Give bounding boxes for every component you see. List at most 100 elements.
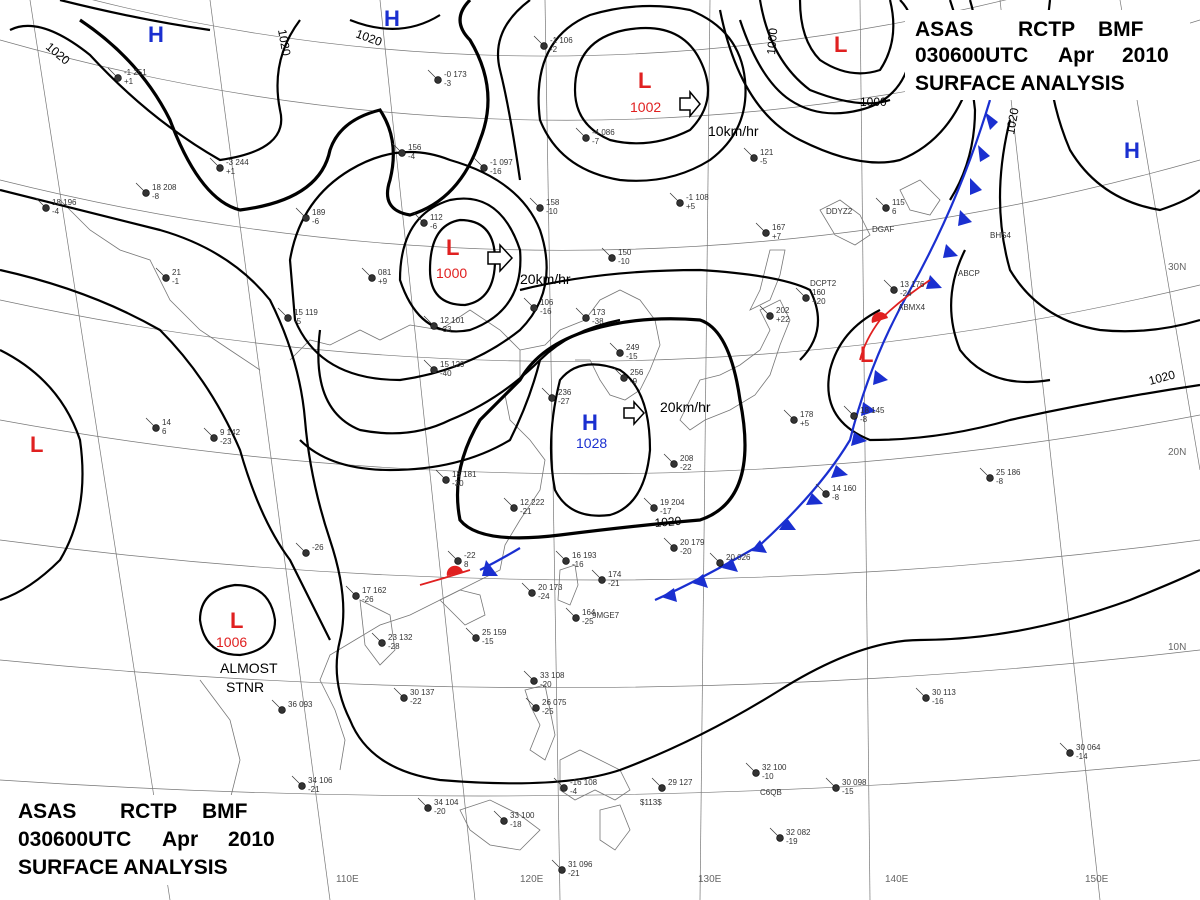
station-value: -10: [546, 207, 558, 216]
longitude-label: 140E: [885, 874, 909, 885]
station-value: 12 222: [520, 498, 545, 507]
station-value: 18 208: [152, 183, 177, 192]
station-value: -18: [510, 820, 522, 829]
wind-barb: [743, 147, 755, 159]
header-year: 2010: [228, 828, 275, 851]
station-value: -38: [592, 317, 604, 326]
header-top-right: ASAS RCTP BMF 030600UTC Apr 2010 SURFACE…: [905, 10, 1190, 100]
station-value: 23 132: [388, 633, 413, 642]
ship-station-id: 9MGE7: [592, 611, 620, 620]
station-value: 30 098: [842, 778, 867, 787]
station-value: -27: [558, 397, 570, 406]
wind-barb: [575, 307, 587, 319]
header-month: Apr: [1058, 44, 1094, 67]
high-pressure-label: H: [1124, 138, 1140, 163]
station-value: 32 100: [762, 763, 787, 772]
isobar-label: 1020: [354, 27, 384, 49]
station-value: -26: [362, 595, 374, 604]
ship-station-id: ABMX4: [898, 303, 926, 312]
header-station: RCTP: [1018, 18, 1075, 41]
wind-barb: [277, 307, 289, 319]
longitude-label: 150E: [1085, 874, 1109, 885]
low-pressure-label: L: [860, 342, 873, 367]
station-value: -10: [762, 772, 774, 781]
station-value: 12 101: [440, 316, 465, 325]
station-value: 18 145: [860, 406, 885, 415]
station-value: 208: [680, 454, 694, 463]
ship-station-id: DDYZ2: [826, 207, 853, 216]
station-value: 26 075: [542, 698, 567, 707]
wind-barb: [555, 550, 567, 562]
station-value: 106: [540, 298, 554, 307]
station-value: 31 096: [568, 860, 593, 869]
latitude-label: 10N: [1168, 642, 1186, 653]
station-value: 30 064: [1076, 743, 1101, 752]
wind-barb: [551, 859, 563, 871]
wind-barb: [465, 627, 477, 639]
wind-barb: [523, 297, 535, 309]
header-month: Apr: [162, 828, 198, 851]
isobar-label: 1000: [860, 95, 887, 109]
station-value: 249: [626, 343, 640, 352]
station-value: 173: [592, 308, 606, 317]
station-value: -15: [482, 637, 494, 646]
station-value: 6: [892, 207, 897, 216]
wind-barb: [493, 810, 505, 822]
wind-barb: [427, 69, 439, 81]
station-value: 34 104: [434, 798, 459, 807]
header-year: 2010: [1122, 44, 1169, 67]
wind-barb: [591, 569, 603, 581]
station-value: -33: [440, 325, 452, 334]
station-value: -20: [434, 807, 446, 816]
station-data-text: -1 251+1-0 173-3-3 244+118 196-418 208-8…: [52, 36, 1101, 878]
station-value: +1: [124, 77, 134, 86]
motion-arrows: [487, 89, 701, 426]
ship-station-id: C6QB: [760, 788, 782, 797]
wind-barb: [203, 427, 215, 439]
wind-barb: [371, 632, 383, 644]
longitude-label: 120E: [520, 874, 544, 885]
low-pressure-value: 1006: [216, 634, 247, 650]
low-pressure-label: L: [834, 32, 847, 57]
station-value: -30: [452, 479, 464, 488]
station-value: -24: [538, 592, 550, 601]
station-value: -1 251: [124, 68, 147, 77]
warm-front: [419, 279, 931, 586]
station-value: -21: [608, 579, 620, 588]
latitude-label: 20N: [1168, 447, 1186, 458]
station-value: 18 181: [452, 470, 477, 479]
header-agency: ASAS: [18, 800, 76, 823]
wind-barb: [565, 607, 577, 619]
station-value: -16: [540, 307, 552, 316]
station-value: 33 100: [510, 811, 535, 820]
station-value: +9: [378, 277, 388, 286]
wind-barb: [529, 197, 541, 209]
isobar-label: 1000: [764, 27, 780, 55]
station-value: 18 196: [52, 198, 77, 207]
station-value: 164: [582, 608, 596, 617]
station-value: -9: [630, 377, 638, 386]
wind-barb: [769, 827, 781, 839]
station-value: -22: [464, 551, 476, 560]
low-pressure-label: L: [638, 68, 651, 93]
station-value: -5: [760, 157, 768, 166]
wind-barb: [295, 207, 307, 219]
station-value: -15: [842, 787, 854, 796]
wind-barb: [915, 687, 927, 699]
station-value: -1: [172, 277, 180, 286]
station-value: -5: [294, 317, 302, 326]
station-value: 112: [430, 213, 443, 222]
header-bottom-left: ASAS RCTP BMF 030600UTC Apr 2010 SURFACE…: [10, 795, 295, 885]
station-value: +22: [776, 315, 790, 324]
wind-barb: [883, 279, 895, 291]
station-value: -4: [52, 207, 60, 216]
wind-barb: [391, 142, 403, 154]
wind-barb: [107, 67, 119, 79]
motion-arrow-3: [623, 400, 646, 426]
high-pressure-value: 1028: [576, 435, 607, 451]
header-time: 030600UTC: [915, 44, 1028, 67]
station-value: 121: [760, 148, 774, 157]
wind-barb: [663, 537, 675, 549]
wind-barb: [759, 305, 771, 317]
